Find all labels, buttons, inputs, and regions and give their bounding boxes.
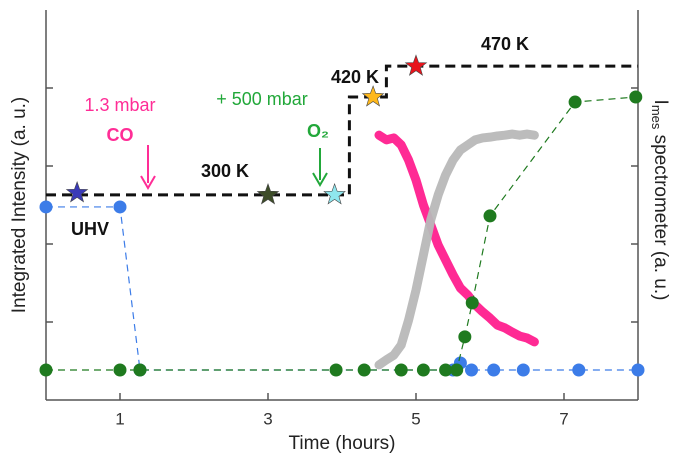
- annotation: UHV: [71, 219, 109, 239]
- x-tick-label: 1: [115, 409, 124, 428]
- data-point: [133, 363, 147, 377]
- data-point: [113, 363, 127, 377]
- series-line: [374, 130, 539, 347]
- annotation: CO: [107, 125, 134, 145]
- co-arrow-head: [140, 175, 156, 190]
- data-point: [568, 95, 582, 109]
- x-tick-label: 7: [559, 409, 568, 428]
- annotation: + 500 mbar: [216, 89, 308, 109]
- data-point: [329, 363, 343, 377]
- y-axis-label: Integrated Intensity (a. u.): [9, 97, 30, 314]
- data-point: [487, 363, 501, 377]
- y2-subscript: mes: [649, 105, 664, 130]
- data-point: [394, 363, 408, 377]
- data-point: [631, 363, 645, 377]
- star-marker: [361, 85, 385, 107]
- data-point: [416, 363, 430, 377]
- data-point: [465, 363, 478, 377]
- data-point: [39, 363, 53, 377]
- star-marker: [404, 54, 428, 76]
- y2-text: spectrometer (a. u.): [650, 129, 671, 300]
- y2-symbol: I: [650, 100, 671, 105]
- data-point: [483, 209, 497, 223]
- data-point: [629, 90, 643, 104]
- series-line: [46, 96, 636, 371]
- star-marker: [65, 181, 89, 203]
- data-point: [39, 200, 53, 214]
- annotation: 420 K: [331, 67, 379, 87]
- x-axis-label: Time (hours): [289, 433, 396, 454]
- data-point: [465, 296, 479, 310]
- annotation: 470 K: [481, 34, 529, 54]
- data-point: [516, 363, 530, 377]
- annotation: O₂: [307, 121, 329, 141]
- star-marker: [256, 183, 280, 205]
- o2-arrow-head: [312, 172, 328, 187]
- annotation: 1.3 mbar: [84, 95, 155, 115]
- data-point: [113, 200, 127, 214]
- data-point: [439, 363, 453, 377]
- series-line: [374, 129, 539, 370]
- x-tick-label: 5: [411, 409, 420, 428]
- y2-axis-label: Imes spectrometer (a. u.): [649, 100, 671, 301]
- data-point: [357, 363, 371, 377]
- x-tick-label: 3: [263, 409, 272, 428]
- star-marker: [323, 183, 346, 205]
- data-point: [450, 363, 464, 377]
- series-line: [46, 206, 638, 371]
- annotation: 300 K: [201, 161, 249, 181]
- data-point: [458, 330, 472, 344]
- data-point: [572, 363, 586, 377]
